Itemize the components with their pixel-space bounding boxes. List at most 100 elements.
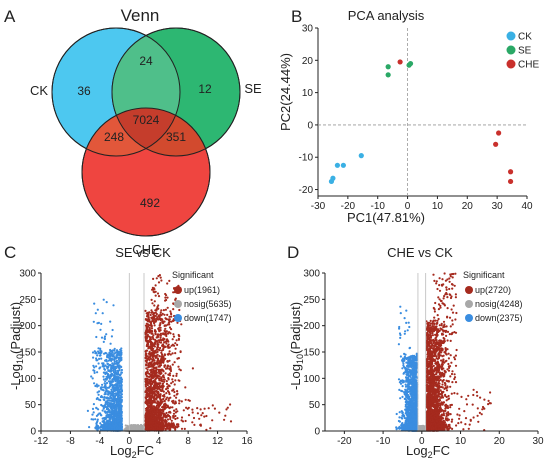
volcano-point (173, 394, 176, 397)
volcano-point (154, 294, 157, 297)
volcano-point (153, 390, 156, 393)
volcano-point (149, 313, 152, 317)
volcano-x-tick-label: 8 (185, 436, 191, 447)
volcano-point (113, 362, 116, 365)
volcano-point (116, 400, 120, 403)
volcano-point (114, 351, 117, 354)
volcano-point (161, 418, 164, 421)
volcano-point (200, 414, 203, 417)
volcano-point (114, 408, 117, 411)
volcano-point (156, 396, 159, 399)
volcano-point (174, 347, 177, 350)
volcano-point (162, 398, 165, 401)
volcano-point (168, 392, 171, 396)
volcano-point (99, 426, 102, 429)
volcano-point (119, 411, 123, 414)
volcano-point (146, 378, 149, 381)
volcano-point (100, 357, 103, 360)
volcano-point (109, 420, 112, 423)
volcano-point (160, 279, 163, 282)
volcano-point (171, 338, 174, 341)
volcano-point (92, 403, 95, 406)
volcano-point (111, 411, 114, 414)
volcano-point (160, 309, 163, 312)
volcano-point (187, 399, 190, 402)
volcano-point (120, 356, 123, 359)
volcano-point (150, 425, 153, 428)
volcano-point (99, 349, 102, 352)
volcano-point (168, 410, 171, 413)
volcano-point (90, 418, 93, 421)
volcano-point (159, 338, 162, 341)
volcano-point (148, 362, 151, 365)
volcano-point (146, 368, 149, 371)
volcano-point (223, 418, 226, 421)
volcano-point (110, 388, 113, 391)
volcano-point (175, 374, 178, 377)
volcano-point (91, 377, 94, 380)
volcano-point (152, 338, 155, 341)
volcano-point (163, 403, 166, 406)
volcano-point (146, 335, 149, 338)
volcano-point (111, 358, 114, 361)
volcano-point (163, 393, 166, 396)
volcano-point (96, 308, 99, 311)
volcano-se-ck-panel: C SE vs CK -12 -8 -4 0 4 8 12 16050100150200250… (4, 243, 253, 460)
volcano-point (174, 379, 177, 382)
volcano-point (203, 407, 206, 410)
volcano-point (147, 406, 150, 409)
volcano-point (107, 421, 110, 424)
volcano-point (205, 414, 208, 418)
volcano-point (120, 408, 123, 412)
volcano-point (99, 387, 102, 390)
volcano-point (150, 298, 153, 301)
volcano-point (149, 409, 152, 412)
volcano-point (104, 424, 107, 427)
volcano-point (152, 313, 155, 316)
volcano-point (152, 277, 155, 280)
volcano-point (201, 412, 204, 415)
volcano-point (162, 412, 165, 415)
volcano-point (108, 377, 111, 380)
volcano-point (113, 347, 116, 350)
volcano-point (145, 425, 148, 428)
pca-x-axis-label: PC1(47.81%) (347, 210, 425, 225)
volcano-point (186, 407, 189, 410)
volcano-point (99, 399, 102, 402)
volcano-point (155, 355, 158, 358)
volcano-point (173, 390, 176, 394)
volcano-y-tick-label: 0 (30, 427, 36, 438)
volcano-point (159, 326, 162, 329)
volcano-point (92, 411, 95, 414)
volcano-point (159, 370, 162, 373)
volcano-point (165, 380, 168, 383)
volcano-point (174, 426, 177, 429)
volcano-point (158, 403, 162, 406)
volcano-point (156, 350, 159, 353)
venn-set-label-ck: CK (30, 83, 48, 98)
volcano-point (178, 308, 181, 312)
pca-point-che (493, 141, 499, 147)
volcano-c-xlabel-tail: FC (137, 443, 154, 458)
volcano-point (198, 417, 201, 420)
volcano-point (148, 356, 151, 359)
volcano-point (172, 388, 175, 392)
volcano-point (168, 407, 171, 410)
volcano-legend-label: up(1961) (184, 285, 220, 295)
volcano-point (183, 427, 186, 430)
volcano-point (111, 383, 114, 387)
volcano-point (168, 373, 171, 376)
volcano-point (145, 398, 148, 402)
volcano-point (164, 296, 167, 299)
volcano-point (166, 306, 169, 309)
volcano-point (164, 372, 167, 375)
volcano-point (145, 380, 148, 384)
volcano-point (107, 390, 110, 393)
volcano-point (111, 392, 114, 395)
venn-title: Venn (121, 6, 160, 25)
volcano-point (95, 383, 98, 386)
volcano-point (101, 417, 104, 420)
volcano-point (113, 371, 116, 374)
volcano-point (159, 417, 162, 421)
volcano-point (159, 399, 162, 402)
